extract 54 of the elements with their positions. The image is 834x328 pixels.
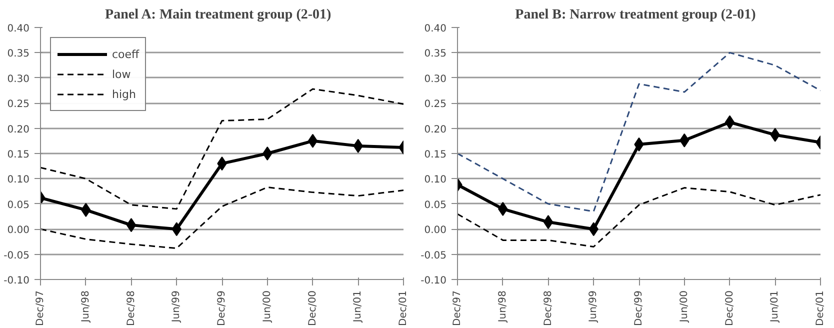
- point: [543, 215, 554, 230]
- x-tick-label: Jun/99: [588, 290, 600, 324]
- y-tick-label: 0.15: [7, 150, 30, 160]
- line-series: [40, 186, 404, 249]
- x-tick-label: Dec/98: [126, 290, 137, 326]
- legend-label: coeff: [112, 48, 140, 60]
- x-tick-label: Dec/98: [542, 290, 554, 326]
- y-tick-label: 0.15: [424, 150, 446, 160]
- y-tick-label: 0.35: [424, 48, 446, 60]
- x-tick-label: Jun/98: [497, 290, 508, 324]
- y-tick-label: -0.10: [420, 276, 446, 286]
- y-tick-label: 0.10: [7, 174, 30, 186]
- x-tick-label: Dec/01: [815, 290, 826, 326]
- x-tick-label: Jun/00: [678, 290, 690, 324]
- x-tick-label: Dec/00: [307, 290, 318, 326]
- y-tick-label: 0.20: [424, 124, 446, 136]
- line-series: [458, 187, 820, 248]
- y-tick-label: 0.00: [424, 225, 446, 236]
- y-tick-label: 0.40: [424, 24, 446, 34]
- x-tick-label: Dec/00: [724, 290, 736, 326]
- line-series: [458, 52, 820, 212]
- legend-label: low: [112, 68, 132, 80]
- x-tick-label: Dec/97: [35, 290, 46, 326]
- y-tick-label: -0.05: [4, 250, 30, 262]
- chart-title: Panel B: Narrow treatment group (2-01): [515, 8, 756, 22]
- x-tick-label: Dec/99: [216, 290, 228, 326]
- x-tick-label: Dec/99: [634, 290, 644, 326]
- x-tick-label: Jun/01: [770, 290, 781, 324]
- y-tick-label: 0.10: [424, 174, 446, 186]
- y-tick-label: 0.05: [7, 200, 30, 211]
- x-tick-label: Dec/97: [452, 290, 463, 326]
- y-tick-label: 0.30: [7, 74, 30, 85]
- point: [724, 115, 735, 130]
- point: [308, 134, 318, 148]
- x-tick-label: Jun/98: [80, 290, 92, 324]
- y-tick-label: 0.25: [424, 99, 446, 110]
- y-tick-label: 0.35: [7, 48, 30, 60]
- y-tick-label: -0.05: [420, 250, 446, 262]
- y-tick-label: 0.30: [424, 74, 446, 85]
- y-tick-label: -0.10: [4, 276, 30, 286]
- y-tick-label: 0.20: [7, 124, 30, 136]
- y-tick-label: 0.00: [7, 225, 30, 236]
- x-tick-label: Dec/01: [398, 290, 409, 326]
- chart-title: Panel A: Main treatment group (2-01): [105, 8, 332, 22]
- y-tick-label: 0.05: [424, 200, 446, 211]
- x-tick-label: Jun/99: [171, 290, 182, 324]
- line-series: [40, 88, 404, 210]
- y-tick-label: 0.40: [7, 24, 30, 34]
- x-tick-label: Jun/00: [262, 290, 273, 324]
- x-tick-label: Jun/01: [352, 290, 364, 324]
- legend-label: high: [112, 88, 136, 100]
- point: [262, 146, 272, 160]
- point: [126, 218, 136, 232]
- y-tick-label: 0.25: [7, 99, 30, 110]
